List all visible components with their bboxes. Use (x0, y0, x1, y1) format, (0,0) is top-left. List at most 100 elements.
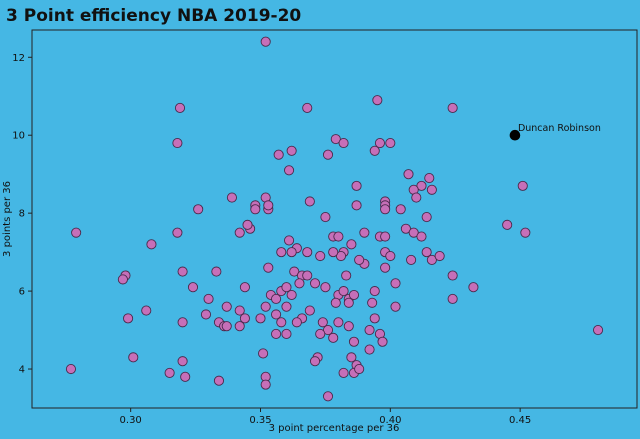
data-point (333, 317, 344, 328)
data-point (367, 297, 378, 308)
data-point (517, 180, 528, 191)
y-tick-label: 4 (19, 365, 25, 376)
data-point (395, 204, 406, 215)
data-point (447, 102, 458, 113)
data-point (276, 317, 287, 328)
data-point (346, 239, 357, 250)
y-axis-label: 3 points per 36 (2, 181, 13, 257)
data-point (372, 95, 383, 106)
data-point (320, 212, 331, 223)
y-tick-label: 6 (19, 287, 25, 298)
y-tick-label: 10 (12, 131, 25, 142)
data-point (263, 262, 274, 273)
data-point (502, 219, 513, 230)
data-point (271, 309, 282, 320)
data-point (520, 227, 531, 238)
data-point (348, 336, 360, 347)
data-point (421, 212, 432, 223)
data-point (177, 356, 188, 367)
data-point (146, 239, 157, 250)
data-point (374, 137, 385, 149)
data-point (380, 204, 391, 215)
data-point (320, 282, 331, 293)
data-point (338, 137, 349, 149)
data-point (354, 254, 365, 265)
data-point (260, 301, 271, 312)
data-point (141, 305, 152, 316)
y-tick-label: 12 (12, 53, 25, 64)
data-point (226, 192, 237, 203)
data-point (123, 313, 134, 324)
data-point (447, 293, 458, 304)
data-point (369, 145, 380, 156)
data-point (65, 363, 76, 375)
data-point (239, 282, 250, 293)
axis-ticks: 0.30 0.35 0.40 0.45 4 6 8 10 12 (12, 53, 531, 426)
data-point (200, 309, 212, 320)
data-point (468, 282, 479, 293)
data-point (411, 192, 422, 203)
data-point (286, 247, 297, 258)
data-point (385, 137, 396, 149)
data-point (281, 282, 292, 293)
data-point (286, 289, 297, 301)
data-point (309, 356, 321, 367)
data-point (276, 247, 287, 258)
data-point (309, 278, 321, 289)
data-point (302, 270, 313, 281)
data-point (351, 180, 362, 191)
data-point (390, 301, 401, 312)
data-point (315, 328, 326, 340)
data-point (369, 313, 380, 324)
data-point (187, 282, 199, 293)
data-point (71, 227, 82, 238)
data-point (180, 371, 191, 382)
data-point (348, 289, 360, 301)
x-tick-label: 0.30 (120, 415, 142, 426)
data-point (172, 137, 183, 149)
data-point (364, 325, 375, 336)
data-point (302, 102, 313, 113)
highlight-point (509, 129, 521, 141)
data-point (385, 250, 396, 262)
data-point (260, 36, 271, 47)
data-point (172, 227, 183, 238)
data-point (341, 270, 352, 281)
y-tick-label: 8 (19, 209, 25, 220)
data-point (260, 379, 271, 390)
data-point (304, 305, 315, 316)
data-points (65, 36, 604, 402)
data-point (250, 204, 261, 215)
data-point (390, 278, 401, 289)
data-point (593, 325, 604, 336)
data-point (258, 348, 269, 359)
data-point (284, 235, 295, 246)
data-point (234, 305, 245, 316)
data-point (333, 231, 344, 242)
data-point (174, 102, 186, 113)
x-tick-label: 0.40 (379, 415, 401, 426)
data-point (421, 247, 432, 258)
data-point (263, 200, 274, 211)
data-point (291, 317, 302, 328)
data-point (343, 321, 354, 332)
data-point (213, 375, 225, 386)
data-point (351, 200, 362, 211)
highlight-label: Duncan Robinson (518, 123, 601, 134)
data-point (338, 367, 349, 378)
data-point (286, 145, 297, 156)
data-point (338, 286, 349, 297)
x-axis-label: 3 point percentage per 36 (269, 423, 400, 434)
data-point (242, 219, 253, 230)
data-point (317, 317, 328, 328)
data-point (304, 196, 315, 207)
data-point (364, 344, 375, 355)
data-point (315, 250, 326, 262)
data-point (255, 313, 266, 324)
data-point (328, 332, 339, 343)
data-point (234, 227, 245, 238)
data-point (117, 274, 128, 285)
data-point (273, 149, 284, 160)
data-point (322, 391, 334, 402)
